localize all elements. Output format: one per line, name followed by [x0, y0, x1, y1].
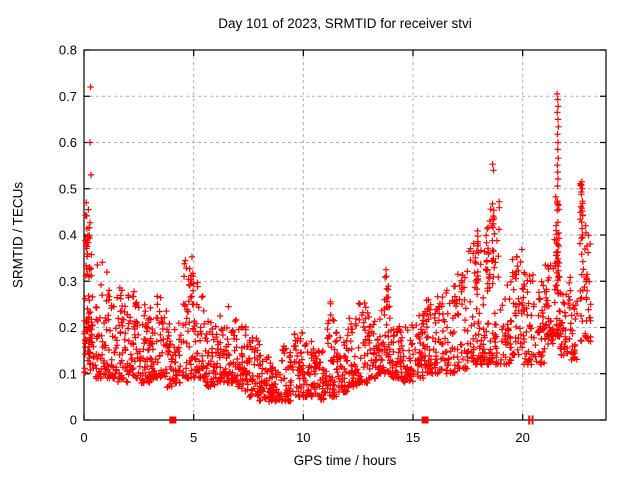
x-axis-title: GPS time / hours	[293, 453, 397, 468]
y-tick-label: 0.8	[59, 43, 77, 58]
x-tick-labels: 0 5 10 15 20	[80, 430, 530, 445]
data-points	[81, 83, 594, 405]
y-tick-label: 0.2	[59, 320, 77, 335]
baseline-markers	[169, 415, 534, 425]
y-axis-title-text: SRMTID / TECUs	[10, 181, 26, 289]
baseline-square-marker	[421, 416, 429, 424]
chart-title: Day 101 of 2023, SRMTID for receiver stv…	[218, 16, 472, 31]
y-tick-labels: 0 0.1 0.2 0.3 0.4 0.5 0.6 0.7 0.8	[59, 43, 77, 428]
y-tick-label: 0.4	[59, 228, 77, 243]
y-tick-label: 0	[70, 413, 77, 428]
x-tick-label: 10	[296, 430, 310, 445]
x-tick-label: 5	[190, 430, 197, 445]
y-tick-label: 0.6	[59, 135, 77, 150]
y-tick-label: 0.5	[59, 181, 77, 196]
tick-marks	[83, 49, 606, 421]
baseline-square-marker	[169, 416, 177, 424]
y-tick-label: 0.3	[59, 274, 77, 289]
x-tick-label: 15	[406, 430, 420, 445]
y-tick-label: 0.1	[59, 366, 77, 381]
x-tick-label: 20	[515, 430, 529, 445]
x-tick-label: 0	[80, 430, 87, 445]
y-tick-label: 0.7	[59, 89, 77, 104]
